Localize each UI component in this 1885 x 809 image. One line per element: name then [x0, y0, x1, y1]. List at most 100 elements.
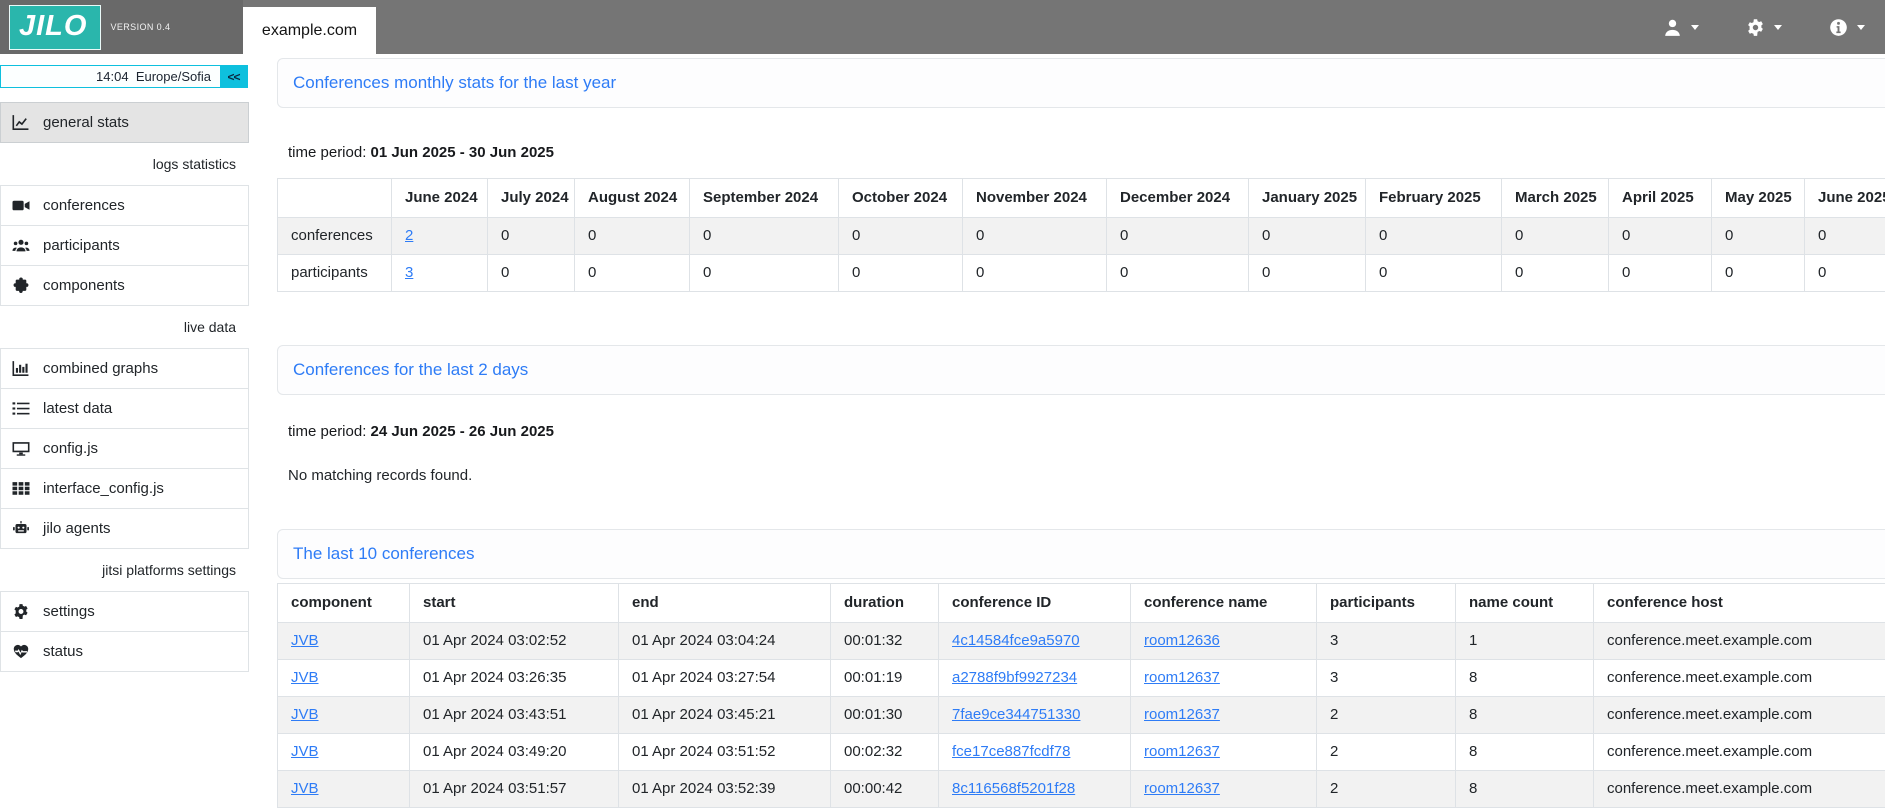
stat-count-link[interactable]: 2	[405, 227, 414, 244]
stat-value: 0	[1711, 217, 1805, 255]
no-records-message: No matching records found.	[288, 467, 473, 484]
row-label: conferences	[277, 217, 392, 255]
stat-value: 0	[689, 254, 839, 292]
conference-name-link[interactable]: room12636	[1144, 632, 1220, 649]
cell-end: 01 Apr 2024 03:51:52	[618, 733, 831, 771]
main-content: Conferences monthly stats for the last y…	[277, 54, 1885, 808]
stat-value: 0	[838, 217, 963, 255]
sidebar-item-settings[interactable]: settings	[0, 591, 249, 632]
tab-example-com[interactable]: example.com	[243, 7, 376, 54]
section-title-last2days[interactable]: Conferences for the last 2 days	[293, 360, 529, 379]
cell-conference_host: conference.meet.example.com	[1593, 659, 1885, 697]
sidebar-item-components[interactable]: components	[0, 265, 249, 306]
sidebar-item-status[interactable]: status	[0, 631, 249, 672]
time-period-last2days: time period: 24 Jun 2025 - 26 Jun 2025	[288, 423, 554, 440]
app-logo[interactable]: JILO	[9, 4, 102, 50]
caret-down-icon	[1774, 24, 1782, 30]
stat-value: 0	[1248, 217, 1366, 255]
gear-icon	[12, 603, 30, 620]
column-header: May 2025	[1711, 178, 1805, 218]
caret-down-icon	[1857, 24, 1865, 30]
section-title-monthly[interactable]: Conferences monthly stats for the last y…	[293, 73, 617, 92]
monthly-stats-table: June 2024 July 2024 August 2024 September 2…	[277, 178, 1885, 292]
video-icon	[12, 197, 30, 214]
cell-conference_host: conference.meet.example.com	[1593, 696, 1885, 734]
conference-id-link[interactable]: 7fae9ce344751330	[952, 706, 1081, 723]
table-row: JVB 01 Apr 2024 03:02:52 01 Apr 2024 03:04…	[277, 622, 1885, 660]
cell-participants: 3	[1316, 622, 1456, 660]
component-link[interactable]: JVB	[291, 632, 319, 649]
topbar-menus	[1663, 0, 1885, 54]
stat-count-link[interactable]: 3	[405, 264, 414, 281]
conference-id-link[interactable]: fce17ce887fcdf78	[952, 743, 1071, 760]
stat-value: 0	[574, 217, 690, 255]
user-menu[interactable]	[1663, 18, 1699, 37]
conference-id-link[interactable]: 8c116568f5201f28	[952, 780, 1076, 797]
conference-id-link[interactable]: 4c14584fce9a5970	[952, 632, 1080, 649]
conference-name-link[interactable]: room12637	[1144, 669, 1220, 686]
app-version: VERSION 0.4	[110, 22, 171, 32]
sidebar-item-conferences[interactable]: conferences	[0, 185, 249, 226]
sidebar-section-jitsi-platforms-settings: jitsi platforms settings	[102, 562, 236, 578]
heart-pulse-icon	[12, 643, 30, 660]
cell-conference_host: conference.meet.example.com	[1593, 622, 1885, 660]
stat-value: 0	[574, 254, 690, 292]
topbar: JILO VERSION 0.4 example.com	[0, 0, 1885, 54]
grid-icon	[12, 480, 30, 497]
sidebar-item-config-js[interactable]: config.js	[0, 428, 249, 469]
user-icon	[1663, 18, 1682, 37]
sidebar-item-jilo-agents[interactable]: jilo agents	[0, 508, 249, 549]
puzzle-icon	[12, 277, 30, 294]
table-row: JVB 01 Apr 2024 03:43:51 01 Apr 2024 03:45…	[277, 696, 1885, 734]
table-row: conferences 2 0 0 0 0 0 0 0 0 0 0 0 0	[277, 217, 1885, 255]
column-header: component	[277, 583, 410, 623]
cell-duration: 00:02:32	[830, 733, 939, 771]
conference-name-link[interactable]: room12637	[1144, 706, 1220, 723]
cell-name_count: 8	[1455, 659, 1594, 697]
stat-value: 0	[1501, 217, 1609, 255]
stat-value: 0	[1106, 254, 1249, 292]
sidebar-item-general-stats[interactable]: general stats	[0, 102, 249, 143]
conference-name-link[interactable]: room12637	[1144, 743, 1220, 760]
info-menu[interactable]	[1829, 18, 1865, 37]
sidebar-item-participants[interactable]: participants	[0, 225, 249, 266]
stat-value: 0	[1804, 217, 1885, 255]
column-header: June 2025	[1804, 178, 1885, 218]
cell-conference_host: conference.meet.example.com	[1593, 733, 1885, 771]
sidebar-item-combined-graphs[interactable]: combined graphs	[0, 348, 249, 389]
stat-value: 0	[962, 217, 1107, 255]
time-period-monthly: time period: 01 Jun 2025 - 30 Jun 2025	[288, 144, 554, 161]
sidebar-item-label: latest data	[43, 400, 113, 417]
component-link[interactable]: JVB	[291, 743, 319, 760]
sidebar-item-label: general stats	[43, 114, 129, 131]
sidebar-item-interface-config-js[interactable]: interface_config.js	[0, 468, 249, 509]
table-row: participants 3 0 0 0 0 0 0 0 0 0 0 0 0	[277, 254, 1885, 292]
cell-name_count: 8	[1455, 733, 1594, 771]
sidebar-item-latest-data[interactable]: latest data	[0, 388, 249, 429]
column-header: September 2024	[689, 178, 839, 218]
stat-value: 0	[689, 217, 839, 255]
column-header: February 2025	[1365, 178, 1502, 218]
cell-start: 01 Apr 2024 03:26:35	[409, 659, 619, 697]
section-header-last10: The last 10 conferences	[277, 529, 1885, 579]
desktop-icon	[12, 440, 30, 457]
row-label: participants	[277, 254, 392, 292]
sidebar-item-label: jilo agents	[43, 520, 111, 537]
component-link[interactable]: JVB	[291, 669, 319, 686]
stat-value: 0	[1711, 254, 1805, 292]
cell-duration: 00:00:42	[830, 770, 939, 808]
stat-value: 0	[1248, 254, 1366, 292]
column-header: November 2024	[962, 178, 1107, 218]
stat-value: 0	[838, 254, 963, 292]
settings-menu[interactable]	[1746, 18, 1782, 37]
component-link[interactable]: JVB	[291, 780, 319, 797]
component-link[interactable]: JVB	[291, 706, 319, 723]
sidebar-collapse-button[interactable]: <<	[220, 66, 247, 87]
timezone-bar: 14:04 Europe/Sofia <<	[0, 65, 248, 88]
conference-name-link[interactable]: room12637	[1144, 780, 1220, 797]
conference-id-link[interactable]: a2788f9bf9927234	[952, 669, 1078, 686]
section-title-last10[interactable]: The last 10 conferences	[293, 544, 475, 563]
stat-value: 0	[1608, 254, 1712, 292]
cell-conference_host: conference.meet.example.com	[1593, 770, 1885, 808]
column-header: duration	[830, 583, 939, 623]
